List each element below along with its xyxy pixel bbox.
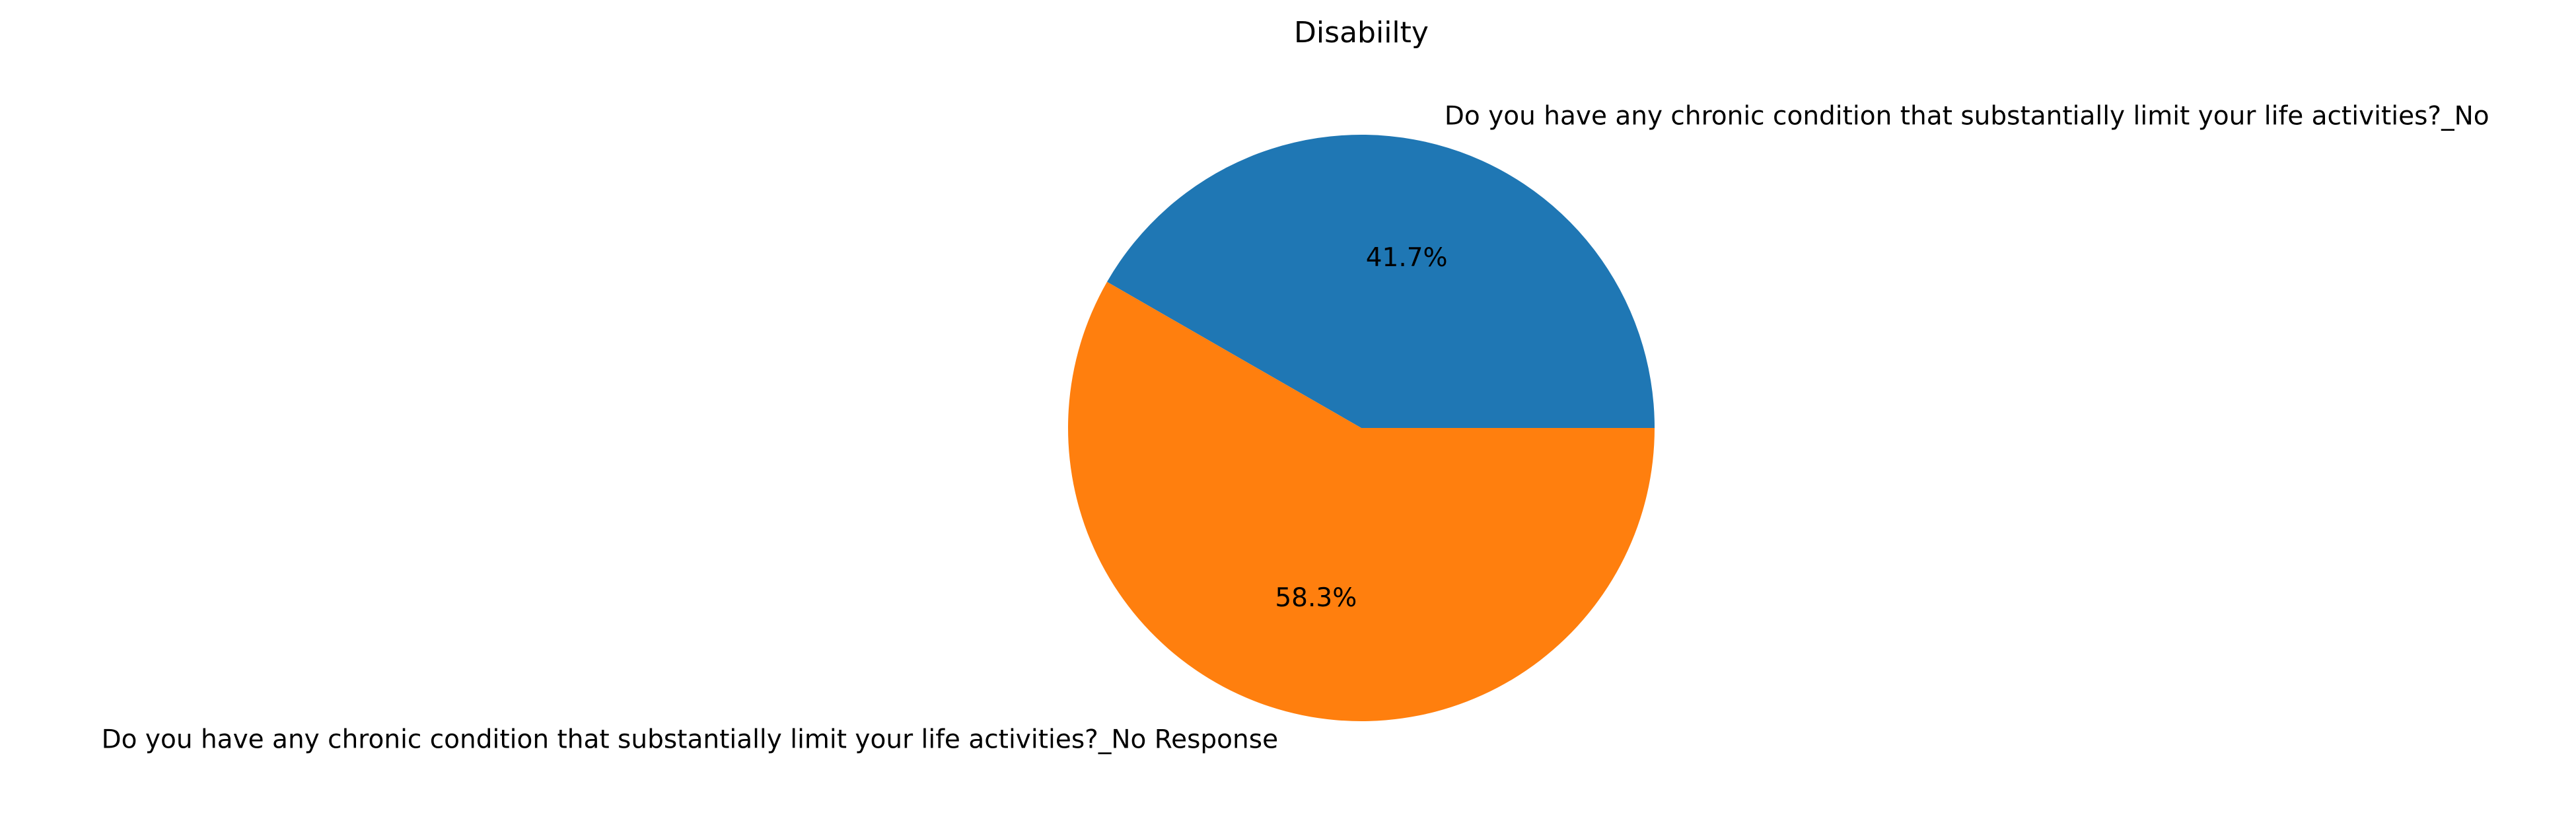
pie-slice-label-2: Do you have any chronic condition that s… bbox=[102, 725, 1278, 754]
pie-percentage-labels: 41.7% 58.3% bbox=[1275, 243, 1447, 613]
pie-slice-label-1: Do you have any chronic condition that s… bbox=[1445, 102, 2489, 131]
pie-slice-2 bbox=[1068, 281, 1655, 722]
pie-slice-labels: Do you have any chronic condition that s… bbox=[102, 102, 2489, 755]
pie-slices bbox=[1068, 135, 1655, 722]
pie-slice-1 bbox=[1107, 135, 1655, 428]
pie-percentage-label-1: 41.7% bbox=[1366, 243, 1448, 273]
pie-percentage-label-2: 58.3% bbox=[1275, 583, 1357, 613]
chart-title: Disabiilty bbox=[1294, 16, 1429, 50]
